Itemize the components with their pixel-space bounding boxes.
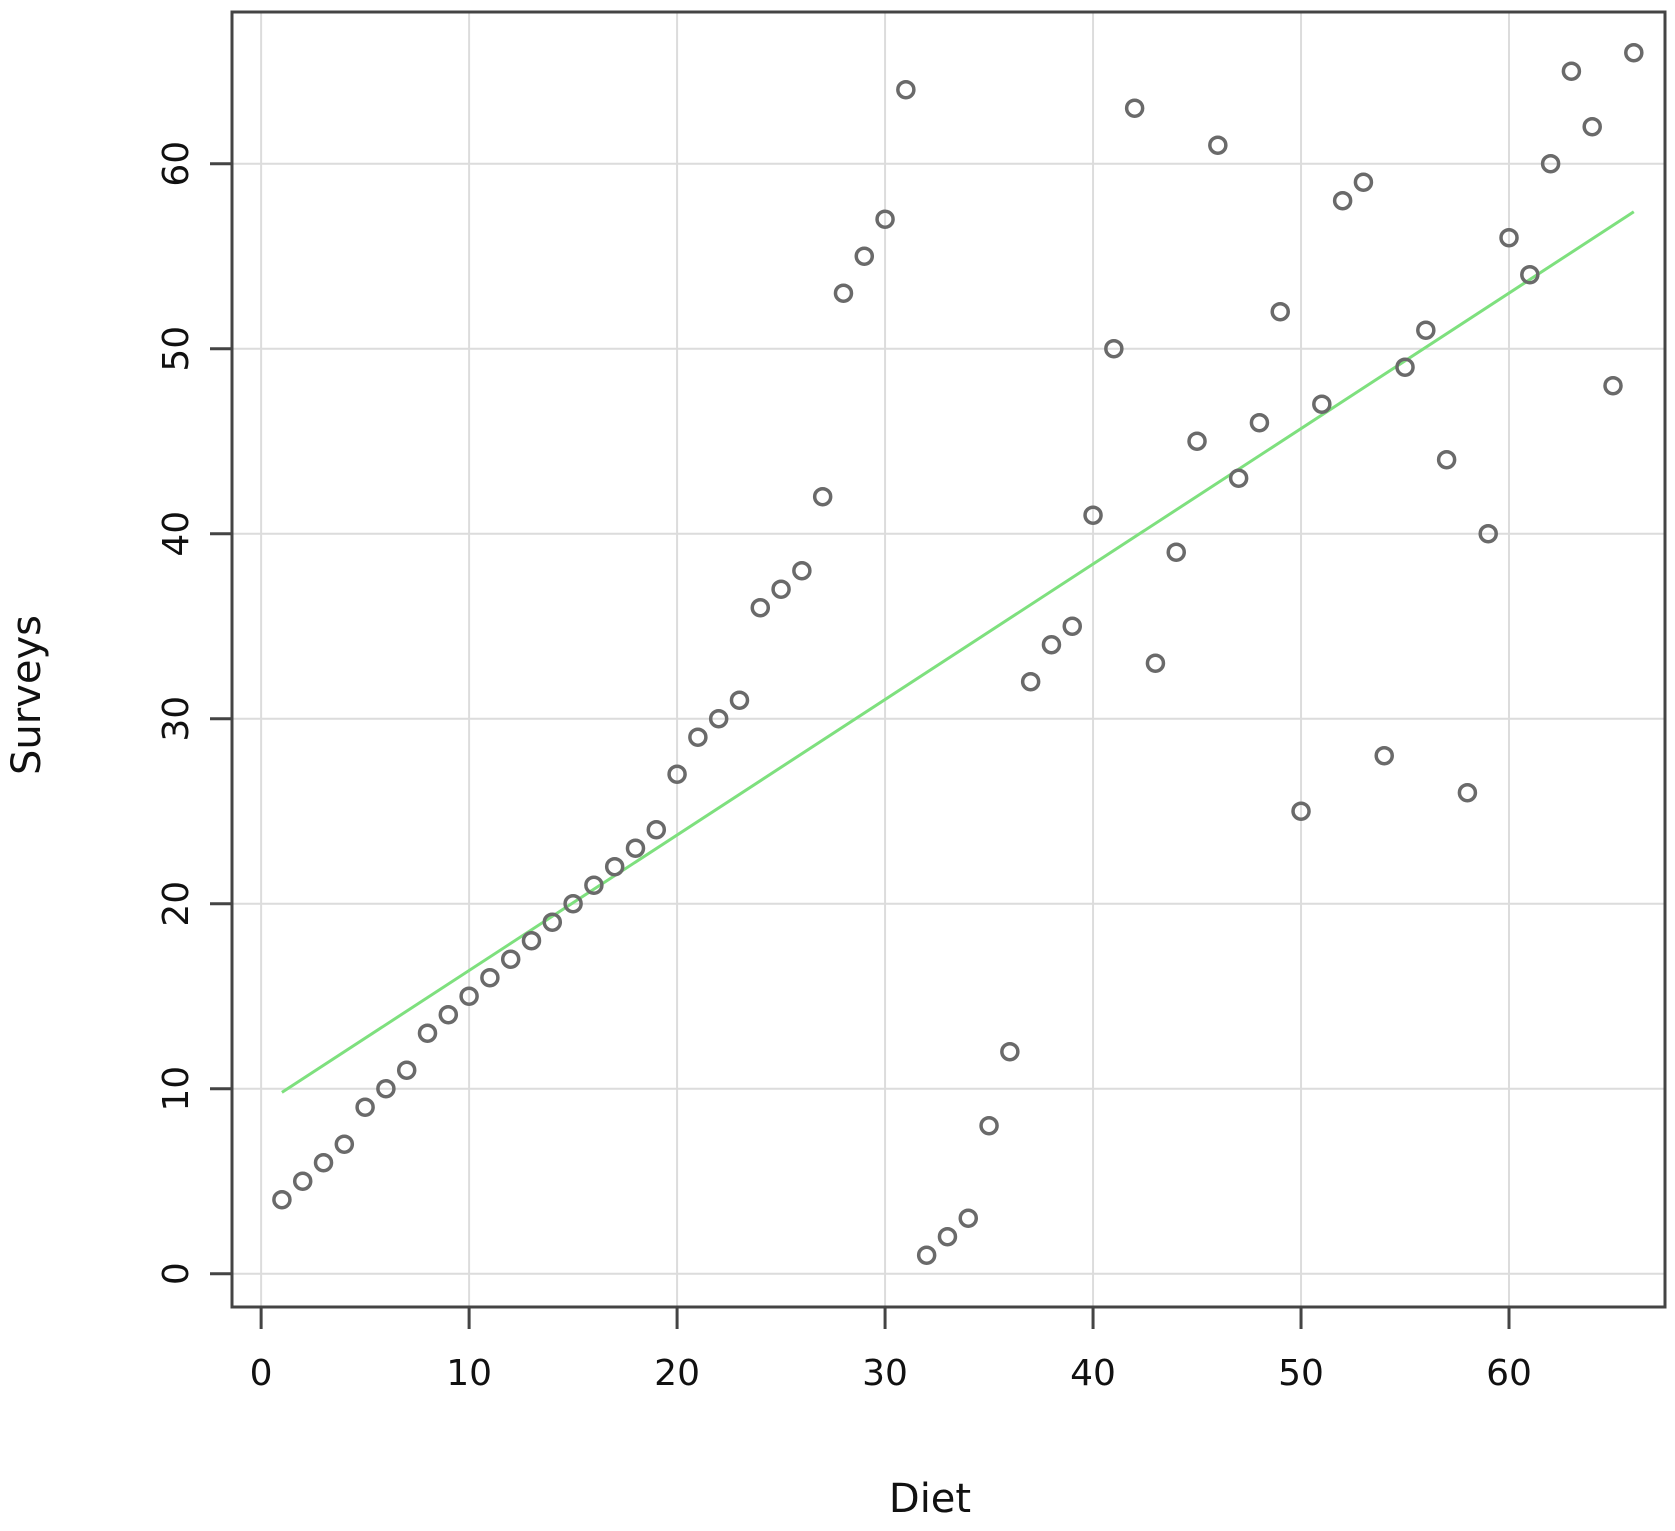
x-axis-ticks: 0 10 20 30 40 50 60 (250, 1307, 1532, 1394)
data-point (563, 893, 583, 914)
y-tick-label: 50 (156, 326, 197, 372)
data-point (708, 708, 729, 729)
data-point (771, 579, 791, 599)
data-point (396, 1060, 417, 1080)
data-point (584, 875, 604, 895)
x-tick-label: 10 (446, 1353, 492, 1394)
data-point (1041, 634, 1062, 655)
x-tick-label: 50 (1278, 1353, 1324, 1394)
data-point (625, 838, 646, 858)
data-point (438, 1004, 459, 1025)
y-tick-label: 0 (156, 1262, 197, 1285)
data-point (1187, 431, 1207, 451)
data-point (750, 597, 771, 618)
x-axis-label: Diet (889, 1476, 971, 1522)
data-point (1083, 505, 1103, 525)
data-point (1353, 172, 1374, 192)
data-point (1457, 782, 1478, 803)
data-point (958, 1208, 979, 1228)
data-point (459, 986, 479, 1006)
data-point (1208, 135, 1228, 155)
data-point (1166, 542, 1186, 562)
data-point (1540, 153, 1561, 174)
data-point (1228, 468, 1249, 488)
data-point (500, 949, 521, 969)
data-point (272, 1189, 292, 1210)
data-point (1436, 449, 1457, 470)
data-point (979, 1115, 999, 1136)
data-point (376, 1078, 396, 1099)
data-point (875, 209, 895, 229)
data-point (1124, 98, 1145, 118)
y-tick-label: 40 (156, 511, 197, 557)
data-point (937, 1226, 958, 1247)
data-point (292, 1171, 313, 1191)
data-point (646, 819, 667, 840)
data-point (812, 486, 833, 507)
y-tick-label: 30 (156, 696, 197, 742)
data-point (1291, 801, 1311, 821)
y-tick-label: 20 (156, 881, 197, 927)
data-point (916, 1245, 937, 1265)
data-point (1104, 338, 1124, 359)
data-point (1582, 116, 1602, 137)
fit-line-group (281, 210, 1635, 1094)
x-tick-label: 60 (1486, 1353, 1532, 1394)
y-axis-ticks: 0 10 20 30 40 50 60 (156, 141, 232, 1285)
data-point (1499, 227, 1519, 248)
data-point (313, 1152, 334, 1173)
data-point (1332, 190, 1353, 211)
data-point (1416, 320, 1436, 340)
data-point (1312, 394, 1332, 414)
data-point (1062, 616, 1082, 636)
data-point (1603, 375, 1623, 396)
data-point (1624, 42, 1644, 63)
y-tick-label: 10 (156, 1066, 197, 1112)
data-point (542, 912, 563, 932)
data-point (417, 1023, 438, 1043)
y-axis-label: Surveys (4, 615, 50, 775)
data-point (854, 246, 875, 266)
data-point (480, 967, 500, 988)
data-points (272, 42, 1644, 1265)
data-point (1374, 745, 1394, 766)
data-point (1249, 412, 1270, 433)
data-point (792, 560, 812, 581)
data-point (1145, 653, 1166, 673)
data-point (1520, 264, 1540, 285)
data-point (667, 764, 687, 784)
y-tick-label: 60 (156, 141, 197, 187)
plot-frame (230, 10, 1667, 1309)
data-point (1395, 357, 1415, 377)
x-tick-label: 20 (654, 1353, 700, 1394)
data-point (729, 690, 750, 710)
data-point (1561, 61, 1582, 81)
data-point (604, 856, 625, 877)
fit-line (281, 210, 1635, 1094)
data-point (1270, 301, 1290, 322)
x-tick-label: 30 (862, 1353, 908, 1394)
data-point (833, 283, 854, 303)
data-point (1000, 1041, 1020, 1062)
data-point (1478, 523, 1498, 544)
data-point (1020, 671, 1041, 692)
data-point (896, 79, 916, 100)
x-tick-label: 0 (250, 1353, 273, 1394)
data-point (521, 930, 542, 951)
data-point (355, 1097, 375, 1117)
data-point (334, 1134, 355, 1154)
x-tick-label: 40 (1070, 1353, 1116, 1394)
data-point (688, 727, 708, 747)
